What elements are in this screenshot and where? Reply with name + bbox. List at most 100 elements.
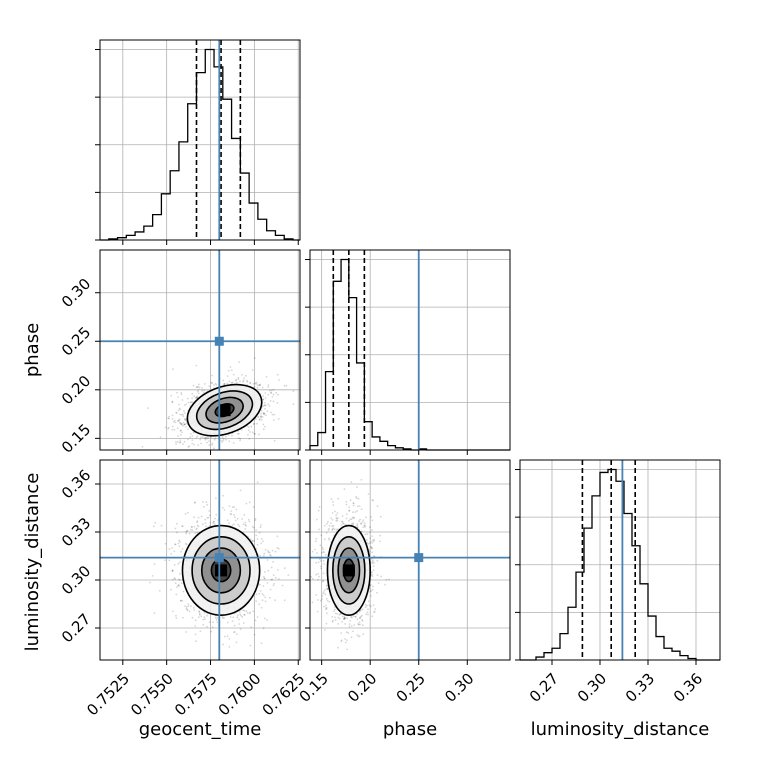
- sample-point: [260, 410, 263, 412]
- sample-point: [345, 517, 348, 520]
- sample-point: [348, 509, 351, 512]
- sample-point: [188, 445, 191, 447]
- sample-point: [175, 614, 177, 617]
- sample-point: [182, 590, 185, 593]
- sample-point: [267, 549, 269, 552]
- sample-point: [259, 590, 262, 592]
- sample-point: [343, 618, 345, 621]
- sample-point: [371, 573, 373, 576]
- sample-point: [204, 436, 207, 439]
- sample-point: [230, 513, 233, 515]
- sample-point: [168, 559, 171, 562]
- sample-point: [226, 635, 229, 638]
- sample-point: [325, 607, 327, 609]
- sample-point: [233, 506, 236, 508]
- tick-label-y: 0.15: [58, 420, 94, 456]
- sample-point: [186, 608, 189, 611]
- sample-point: [236, 633, 238, 635]
- sample-point: [367, 542, 370, 545]
- sample-point: [359, 616, 361, 619]
- sample-point: [344, 638, 347, 640]
- tick-label-x: 0.30: [574, 670, 610, 706]
- sample-point: [185, 426, 187, 428]
- sample-point: [312, 578, 314, 580]
- tick-label-y: 0.36: [58, 466, 94, 502]
- sample-point: [357, 623, 360, 625]
- sample-point: [264, 425, 266, 428]
- sample-point: [184, 542, 187, 545]
- sample-point: [255, 418, 257, 420]
- hist-frame: [309, 249, 511, 451]
- sample-point: [186, 529, 189, 532]
- sample-point: [251, 525, 254, 528]
- sample-point: [242, 523, 245, 526]
- joint-panel-geocent-time-vs-phase: 0.150.200.250.30: [58, 249, 301, 457]
- sample-point: [260, 538, 263, 540]
- sample-point: [245, 525, 247, 527]
- histogram-step: [520, 468, 720, 661]
- sample-point: [330, 498, 333, 501]
- sample-point: [241, 518, 244, 520]
- sample-point: [356, 612, 359, 615]
- sample-point: [182, 424, 184, 427]
- sample-point: [211, 382, 214, 385]
- sample-point: [197, 616, 200, 618]
- sample-point: [373, 561, 375, 564]
- sample-point: [228, 646, 231, 648]
- sample-point: [167, 417, 170, 420]
- sample-point: [230, 369, 233, 371]
- sample-point: [180, 582, 183, 585]
- histogram-step: [100, 48, 300, 241]
- sample-point: [228, 380, 231, 383]
- sample-point: [335, 518, 338, 520]
- sample-point: [336, 519, 339, 522]
- sample-point: [167, 426, 170, 429]
- sample-point: [346, 617, 348, 620]
- sample-point: [193, 516, 196, 518]
- sample-point: [234, 379, 237, 382]
- sample-point: [248, 438, 251, 440]
- sample-point: [192, 401, 194, 403]
- sample-point: [364, 603, 367, 606]
- sample-point: [322, 579, 325, 582]
- sample-point: [212, 621, 215, 624]
- sample-point: [240, 614, 242, 617]
- sample-point: [203, 616, 206, 619]
- sample-point: [239, 437, 242, 440]
- sample-point: [177, 419, 180, 422]
- truth-marker: [414, 553, 424, 563]
- sample-point: [171, 401, 174, 404]
- sample-point: [180, 422, 183, 425]
- sample-point: [353, 615, 355, 618]
- sample-point: [214, 517, 217, 520]
- sample-point: [283, 599, 286, 602]
- sample-point: [341, 615, 344, 618]
- sample-point: [228, 505, 231, 507]
- sample-point: [222, 379, 225, 382]
- sample-point: [360, 508, 363, 510]
- sample-point: [227, 621, 229, 624]
- sample-point: [364, 524, 367, 527]
- sample-point: [349, 499, 352, 502]
- sample-point: [264, 407, 266, 410]
- sample-point: [255, 534, 258, 537]
- sample-point: [179, 439, 182, 442]
- sample-point: [172, 421, 175, 423]
- sample-point: [185, 420, 188, 422]
- sample-point: [214, 523, 216, 526]
- sample-point: [188, 610, 191, 613]
- sample-point: [356, 634, 359, 636]
- sample-point: [334, 618, 337, 621]
- sample-point: [310, 576, 312, 578]
- sample-point: [356, 510, 358, 512]
- sample-point: [352, 630, 354, 633]
- sample-point: [254, 619, 257, 622]
- sample-point: [325, 604, 327, 607]
- sample-point: [179, 572, 181, 575]
- sample-point: [211, 443, 214, 446]
- sample-point: [369, 540, 372, 543]
- sample-point: [332, 619, 334, 622]
- sample-point: [251, 431, 254, 434]
- sample-point: [333, 606, 336, 608]
- sample-point: [326, 585, 328, 588]
